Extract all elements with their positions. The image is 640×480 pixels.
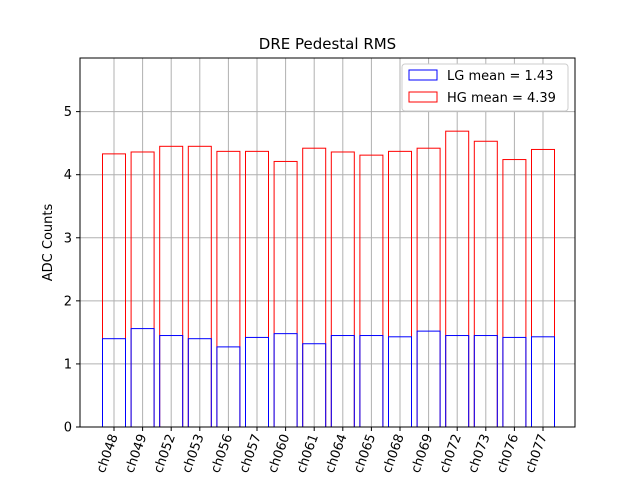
legend-label-hg: HG mean = 4.39 — [447, 91, 556, 106]
legend-swatch-lg — [408, 69, 438, 81]
y-tick-label: 3 — [64, 231, 72, 246]
y-axis-title: ADC Counts — [41, 204, 56, 282]
chart-title: DRE Pedestal RMS — [259, 35, 396, 53]
grid — [80, 58, 575, 428]
y-tick-label: 4 — [64, 168, 72, 183]
legend-swatch-hg — [408, 91, 438, 103]
y-tick-label: 2 — [64, 294, 72, 309]
y-tick-label: 5 — [64, 105, 72, 120]
legend-label-lg: LG mean = 1.43 — [447, 69, 553, 84]
y-tick-label: 0 — [64, 421, 72, 436]
y-tick-label: 1 — [64, 357, 72, 372]
legend: LG mean = 1.43 HG mean = 4.39 — [401, 63, 569, 112]
plot-frame — [79, 57, 576, 428]
legend-box — [401, 63, 569, 112]
